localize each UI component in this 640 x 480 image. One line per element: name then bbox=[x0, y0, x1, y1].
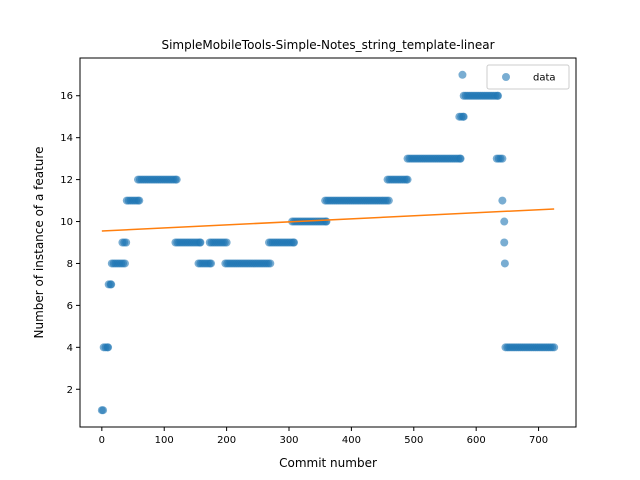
y-axis-label: Number of instance of a feature bbox=[32, 147, 46, 339]
data-point bbox=[459, 112, 468, 121]
x-axis-label: Commit number bbox=[279, 456, 377, 470]
data-point bbox=[207, 259, 216, 268]
data-point bbox=[494, 91, 503, 100]
data-point bbox=[290, 238, 298, 247]
data-point bbox=[222, 238, 231, 247]
y-tick-label: 4 bbox=[67, 343, 73, 354]
y-tick-label: 2 bbox=[67, 385, 73, 396]
data-point bbox=[99, 406, 108, 415]
data-point bbox=[498, 154, 507, 163]
x-tick-label: 300 bbox=[279, 435, 298, 446]
legend-box bbox=[486, 64, 570, 90]
plot-area: 0 100 200 300 400 500 600 700 2 4 6 8 10 12 14 16 bbox=[60, 57, 577, 446]
data-point bbox=[403, 175, 412, 184]
data-point bbox=[456, 154, 465, 163]
x-tick-label: 700 bbox=[529, 435, 548, 446]
y-tick-label: 8 bbox=[67, 259, 73, 270]
data-point bbox=[266, 259, 275, 268]
data-point bbox=[498, 196, 507, 205]
chart-title: SimpleMobileTools-Simple-Notes_string_te… bbox=[161, 38, 494, 52]
data-point bbox=[104, 343, 113, 352]
legend: data bbox=[486, 64, 570, 90]
data-point bbox=[135, 196, 144, 205]
axes-frame bbox=[79, 57, 577, 428]
fit-line bbox=[101, 208, 555, 232]
x-tick-label: 600 bbox=[467, 435, 486, 446]
data-point bbox=[500, 217, 509, 226]
y-tick-label: 14 bbox=[60, 133, 73, 144]
data-point bbox=[120, 259, 129, 268]
x-tick-label: 400 bbox=[342, 435, 361, 446]
y-tick-label: 12 bbox=[60, 175, 73, 186]
legend-marker bbox=[502, 73, 510, 81]
legend-entry-data: data bbox=[533, 73, 556, 84]
data-point bbox=[500, 238, 509, 247]
y-tick-label: 16 bbox=[60, 91, 73, 102]
data-point bbox=[122, 238, 131, 247]
y-tick-label: 6 bbox=[67, 301, 73, 312]
data-point bbox=[172, 175, 181, 184]
data-point bbox=[322, 217, 331, 226]
x-tick-label: 500 bbox=[404, 435, 423, 446]
data-point bbox=[107, 280, 116, 289]
data-point bbox=[458, 70, 467, 79]
data-series-points bbox=[97, 70, 559, 415]
data-point bbox=[550, 343, 559, 352]
data-point bbox=[384, 196, 393, 205]
data-point bbox=[500, 259, 509, 268]
x-tick-label: 200 bbox=[217, 435, 236, 446]
x-tick-label: 100 bbox=[155, 435, 174, 446]
data-point bbox=[196, 238, 205, 247]
x-tick-label: 0 bbox=[99, 435, 105, 446]
y-tick-label: 10 bbox=[60, 217, 73, 228]
plot-background bbox=[80, 58, 576, 427]
